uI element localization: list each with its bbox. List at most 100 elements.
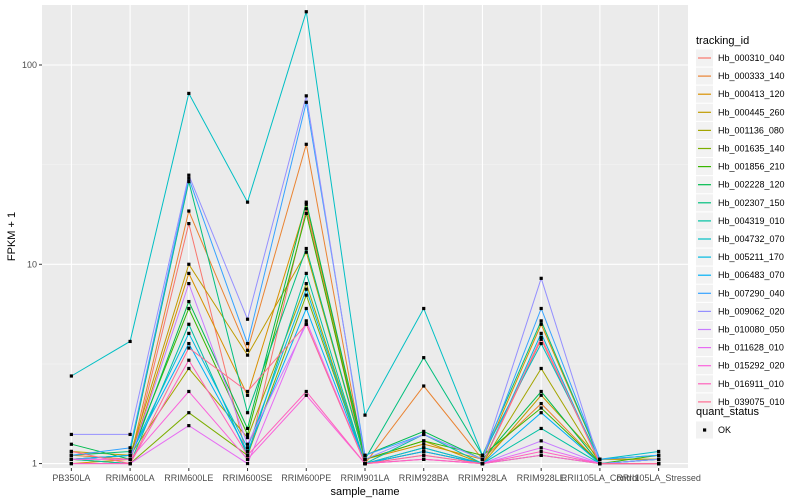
- x-tick-label: PB350LA: [52, 473, 90, 483]
- data-point: [539, 276, 543, 280]
- data-point: [480, 457, 485, 461]
- data-point: [187, 366, 191, 371]
- data-point: [539, 331, 543, 335]
- data-point: [539, 366, 543, 371]
- data-point: [128, 339, 132, 344]
- data-point: [187, 389, 191, 394]
- data-point: [304, 306, 308, 311]
- data-point: [245, 457, 250, 461]
- legend-label: Hb_002307_150: [718, 198, 785, 208]
- data-point: [422, 439, 426, 443]
- data-point: [304, 322, 308, 326]
- data-point: [69, 432, 73, 437]
- data-point: [245, 393, 250, 397]
- data-point: [128, 446, 132, 450]
- color-legend: tracking_id Hb_000310_040 Hb_000333_140 Hb…: [696, 35, 785, 411]
- data-point: [69, 374, 73, 378]
- data-point: [187, 299, 191, 304]
- data-point: [657, 457, 661, 461]
- data-point: [304, 202, 308, 206]
- data-point: [304, 393, 308, 397]
- x-tick-label: RRIM600LA: [106, 473, 155, 483]
- data-point: [245, 389, 250, 394]
- data-point: [304, 287, 308, 291]
- data-point: [245, 348, 250, 352]
- data-point: [128, 453, 132, 457]
- data-point: [187, 306, 191, 311]
- y-tick-label: 1: [32, 459, 37, 469]
- y-tick-label: 10: [27, 259, 37, 269]
- legend-label: Hb_015292_020: [718, 361, 785, 371]
- data-point: [422, 429, 426, 434]
- data-point: [187, 281, 191, 286]
- data-point: [422, 453, 426, 457]
- y-axis: 1 10 100: [22, 60, 42, 469]
- data-point: [422, 306, 426, 311]
- data-point: [69, 449, 73, 454]
- legend-label: Hb_011628_010: [718, 343, 784, 353]
- data-point: [422, 449, 426, 454]
- data-point: [422, 446, 426, 450]
- data-point: [539, 446, 543, 450]
- data-point: [598, 461, 602, 466]
- legend-label: Hb_005211_170: [718, 252, 784, 262]
- shape-legend-label: OK: [718, 425, 731, 435]
- data-point: [187, 331, 191, 335]
- data-point: [304, 211, 308, 216]
- x-axis-title: sample_name: [330, 486, 399, 498]
- data-point: [422, 442, 426, 446]
- legend-label: Hb_004319_010: [718, 216, 785, 226]
- data-point: [187, 271, 191, 275]
- data-point: [128, 432, 132, 437]
- data-point: [69, 453, 73, 457]
- data-point: [422, 384, 426, 388]
- data-point: [304, 319, 308, 323]
- x-tick-label: RRIM928BA: [399, 473, 449, 483]
- data-point: [304, 207, 308, 211]
- data-point: [245, 411, 250, 415]
- data-point: [539, 453, 543, 457]
- data-point: [245, 426, 250, 431]
- legend-label: Hb_010080_050: [718, 325, 785, 335]
- data-point: [539, 439, 543, 443]
- data-point: [304, 94, 308, 98]
- legend-label: Hb_007290_040: [718, 288, 785, 298]
- data-point: [598, 457, 602, 461]
- y-axis-title: FPKM + 1: [6, 212, 18, 261]
- data-point: [187, 176, 191, 180]
- data-point: [245, 432, 250, 437]
- data-points: [69, 10, 661, 466]
- data-point: [539, 426, 543, 431]
- shape-legend-key: [703, 428, 707, 432]
- data-point: [363, 461, 367, 466]
- data-point: [69, 461, 73, 466]
- data-point: [245, 446, 250, 450]
- legend-title: tracking_id: [696, 35, 749, 47]
- data-point: [304, 246, 308, 251]
- x-axis: PB350LA RRIM600LA RRIM600LE RRIM600SE RRIM60…: [52, 468, 701, 483]
- data-point: [245, 442, 250, 446]
- data-point: [304, 10, 308, 14]
- data-point: [187, 424, 191, 428]
- x-tick-label: RRII105LA_Control: [561, 473, 639, 483]
- data-point: [187, 341, 191, 346]
- data-point: [245, 435, 250, 440]
- legend-label: Hb_009062_020: [718, 306, 785, 316]
- data-point: [539, 341, 543, 346]
- data-point: [187, 221, 191, 226]
- legend-label: Hb_001635_140: [718, 144, 785, 154]
- data-point: [245, 449, 250, 454]
- data-point: [245, 353, 250, 357]
- data-point: [304, 142, 308, 146]
- x-tick-label: RRIM928LE: [517, 473, 566, 483]
- data-point: [422, 457, 426, 461]
- data-point: [128, 457, 132, 461]
- legend-label: Hb_004732_070: [718, 234, 785, 244]
- data-point: [187, 262, 191, 266]
- x-tick-label: RRIM600SE: [223, 473, 273, 483]
- legend-label: Hb_000445_260: [718, 107, 785, 117]
- data-point: [304, 100, 308, 104]
- legend-label: Hb_002228_120: [718, 180, 785, 190]
- x-tick-label: RRIM901LA: [340, 473, 389, 483]
- legend-label: Hb_039075_010: [718, 397, 785, 407]
